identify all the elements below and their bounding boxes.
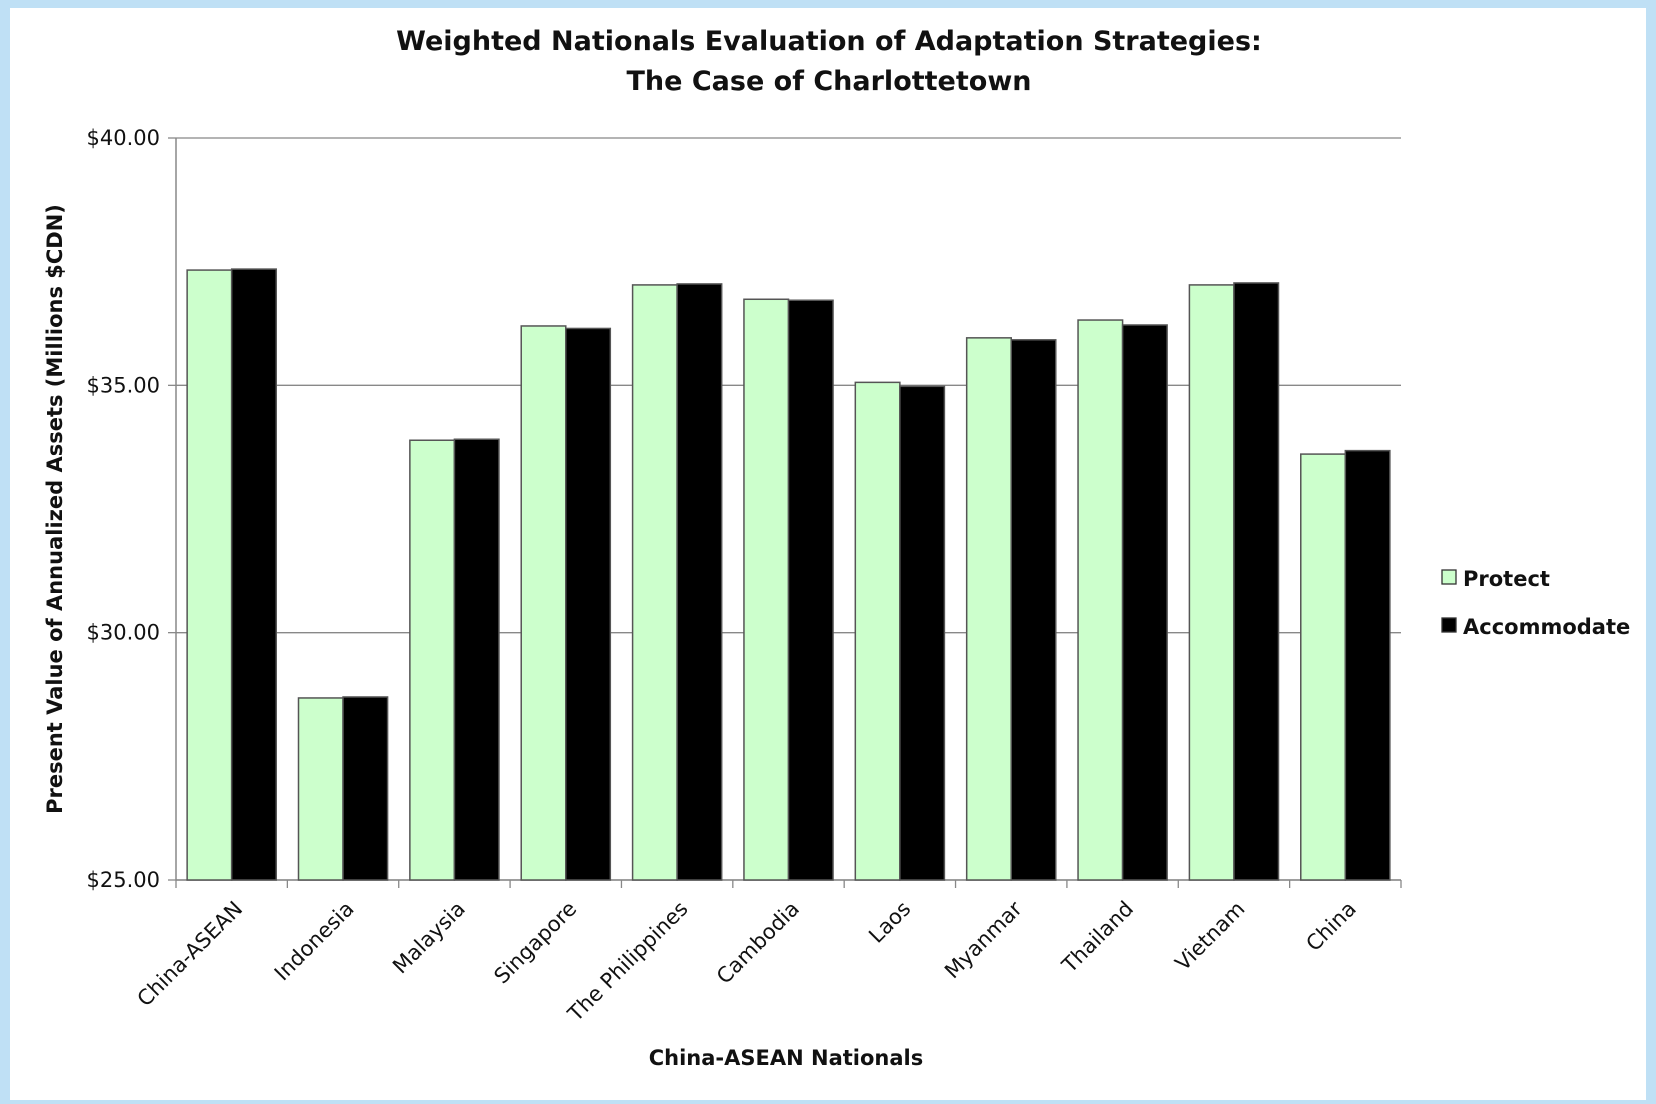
x-axis-title: China-ASEAN Nationals	[649, 1046, 924, 1070]
bar	[787, 299, 834, 881]
y-tick-label: $35.00	[87, 373, 160, 397]
chart-title: The Case of Charlottetown	[627, 66, 1032, 97]
bar	[1077, 319, 1124, 881]
bar	[965, 337, 1012, 881]
x-tick-label: China	[1301, 897, 1360, 956]
y-tick-label: $25.00	[87, 868, 160, 892]
bar	[342, 696, 389, 881]
legend-swatch	[1441, 569, 1457, 585]
x-tick-label: Cambodia	[712, 897, 804, 989]
y-tick-label: $40.00	[87, 126, 160, 150]
legend-label: Accommodate	[1463, 615, 1630, 639]
x-tick-label: Myanmar	[940, 896, 1027, 983]
y-axis-title: Present Value of Annualized Assets (Mill…	[43, 204, 67, 814]
x-tick-label: The Philippines	[563, 897, 693, 1027]
chart-title: Weighted Nationals Evaluation of Adaptat…	[396, 26, 1262, 57]
bar	[854, 381, 901, 881]
bar	[1188, 284, 1235, 881]
x-tick-label: Singapore	[489, 897, 581, 989]
bar	[297, 697, 344, 881]
bar	[743, 298, 790, 881]
bar	[409, 439, 456, 881]
y-tick-label: $30.00	[87, 621, 160, 645]
x-tick-label: Vietnam	[1171, 897, 1250, 976]
bar	[1300, 453, 1347, 881]
bar	[565, 327, 612, 881]
bar	[1010, 339, 1057, 881]
legend-swatch	[1441, 617, 1457, 633]
bar	[1233, 282, 1280, 881]
bar	[1344, 449, 1391, 881]
bar	[230, 268, 277, 881]
x-tick-label: Thailand	[1057, 897, 1138, 978]
bar	[186, 269, 233, 881]
x-tick-label: Laos	[864, 897, 915, 948]
bar	[676, 283, 723, 881]
bar	[520, 325, 567, 881]
bar	[453, 438, 500, 881]
legend-label: Protect	[1463, 567, 1550, 591]
chart: Weighted Nationals Evaluation of Adaptat…	[43, 26, 1630, 1070]
bar	[899, 385, 946, 881]
x-tick-label: Indonesia	[270, 897, 359, 986]
x-tick-label: Malaysia	[388, 897, 470, 979]
x-tick-label: China-ASEAN	[133, 897, 248, 1012]
window-panel: Weighted Nationals Evaluation of Adaptat…	[10, 8, 1646, 1100]
bar	[1121, 324, 1168, 881]
bar	[631, 284, 678, 881]
